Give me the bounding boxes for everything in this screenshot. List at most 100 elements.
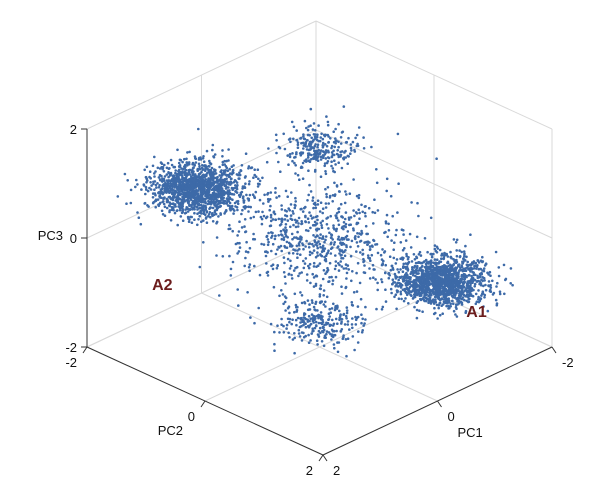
data-point [193, 163, 196, 166]
data-point [200, 178, 203, 181]
data-point [362, 324, 366, 327]
data-point [465, 263, 469, 267]
data-point [218, 199, 222, 203]
data-point [333, 241, 337, 244]
data-point [457, 271, 460, 275]
data-point [359, 297, 363, 301]
data-point [228, 192, 232, 196]
data-point [324, 172, 328, 176]
data-point [328, 261, 332, 265]
data-point [227, 186, 230, 189]
data-point [432, 261, 436, 265]
data-point [242, 205, 246, 209]
data-point [337, 223, 341, 227]
data-point [231, 229, 234, 233]
data-point [440, 304, 444, 308]
data-point [144, 185, 148, 189]
data-point [415, 308, 419, 312]
data-point [341, 257, 345, 260]
data-point [375, 181, 379, 185]
data-point [171, 179, 174, 183]
data-point [235, 181, 239, 184]
data-point [295, 310, 299, 313]
data-point [331, 318, 334, 322]
data-point [402, 262, 406, 266]
data-point [283, 275, 287, 279]
data-point [328, 324, 332, 328]
data-point [314, 168, 317, 172]
data-point [247, 210, 250, 213]
data-point [350, 303, 354, 307]
data-point [387, 272, 391, 275]
data-point [359, 251, 362, 254]
data-point [346, 162, 350, 165]
data-point [333, 267, 337, 271]
data-point [498, 292, 502, 296]
data-point [307, 246, 311, 249]
data-point [351, 140, 355, 144]
data-point [266, 270, 270, 274]
data-point [461, 278, 464, 281]
data-point [322, 344, 326, 348]
data-point [396, 285, 400, 288]
data-point [339, 150, 342, 154]
data-point [342, 267, 346, 270]
data-point [414, 269, 418, 272]
data-point [309, 144, 312, 148]
data-point [191, 191, 195, 195]
data-point [317, 321, 321, 325]
data-point [231, 168, 235, 172]
data-point [308, 183, 311, 187]
data-point [344, 235, 348, 239]
data-point [194, 186, 197, 189]
data-point [314, 203, 317, 207]
data-point [202, 168, 205, 171]
data-point [169, 158, 173, 162]
data-point [307, 221, 311, 224]
data-point [203, 198, 207, 201]
data-point [290, 120, 294, 124]
data-point [419, 261, 423, 265]
data-point [179, 201, 183, 204]
data-point [330, 151, 334, 154]
data-point [325, 115, 328, 118]
data-point [210, 200, 213, 204]
data-point [288, 317, 292, 321]
data-point [374, 278, 377, 281]
data-point [449, 305, 453, 308]
data-point [438, 279, 441, 282]
data-point [185, 178, 188, 181]
data-point [268, 208, 272, 212]
data-point [193, 193, 197, 197]
data-point [330, 233, 333, 236]
data-point [330, 338, 333, 341]
data-point [280, 289, 283, 292]
data-point [167, 175, 170, 179]
data-point [335, 185, 339, 188]
data-point [165, 185, 168, 189]
data-point [243, 218, 247, 221]
data-point [204, 204, 207, 208]
data-point [203, 174, 206, 177]
data-point [313, 201, 317, 205]
data-point [487, 284, 490, 287]
data-point [295, 152, 298, 156]
data-point [228, 254, 231, 258]
data-point [376, 281, 379, 285]
data-point [489, 288, 492, 292]
data-point [356, 305, 360, 308]
data-point [284, 226, 287, 229]
data-point [205, 194, 208, 197]
data-point [144, 176, 148, 179]
data-point [387, 229, 391, 232]
data-point [272, 211, 276, 214]
data-point [320, 132, 323, 136]
data-point [170, 182, 174, 186]
data-point [322, 249, 326, 253]
data-point [400, 284, 403, 287]
data-point [259, 215, 263, 219]
data-point [321, 211, 325, 215]
data-point [280, 220, 284, 223]
data-point [142, 184, 146, 187]
data-point [241, 185, 245, 188]
